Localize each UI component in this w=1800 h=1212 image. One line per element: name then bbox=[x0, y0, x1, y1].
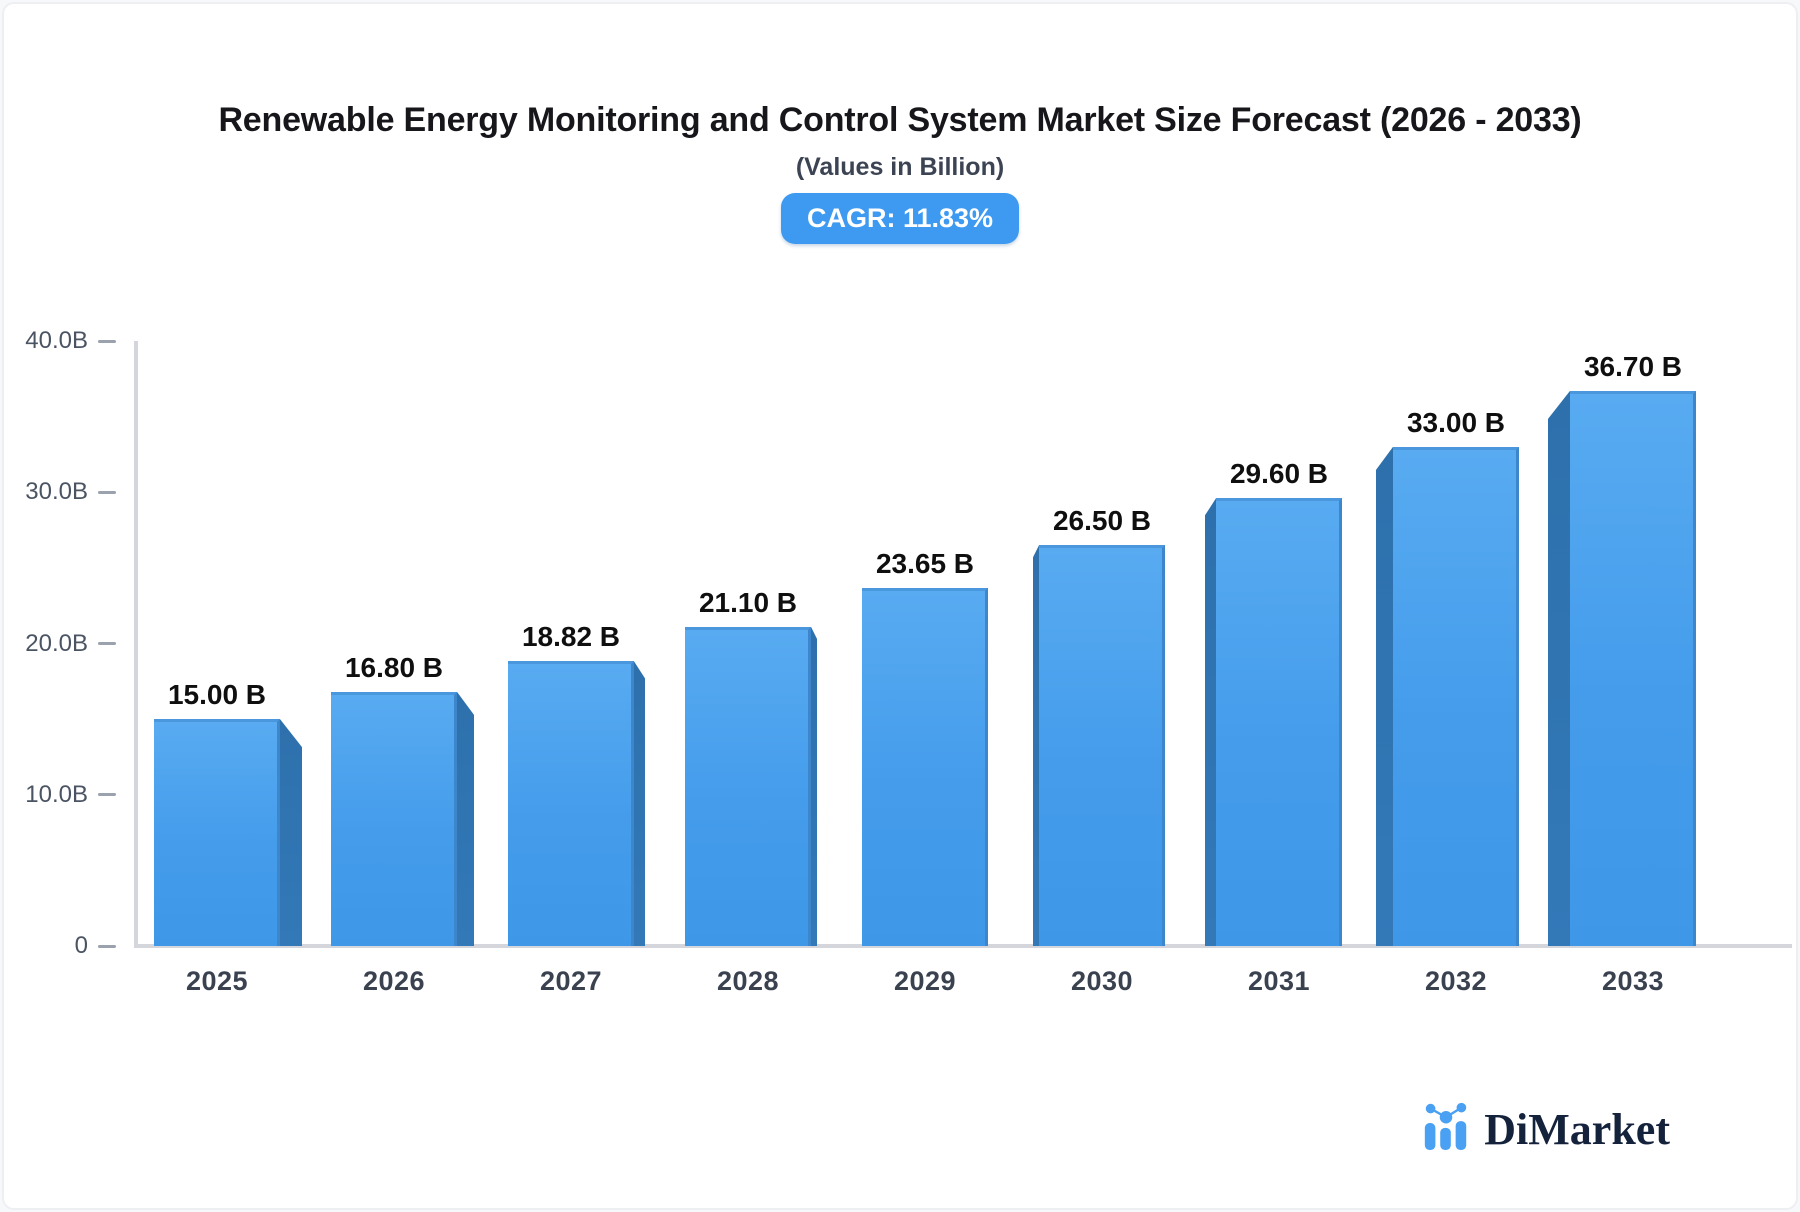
brand-name: DiMarket bbox=[1484, 1105, 1670, 1154]
x-tick-label-2029: 2029 bbox=[893, 966, 957, 996]
bar-value-label: 18.82 B bbox=[521, 621, 621, 653]
x-axis-line bbox=[134, 944, 1792, 948]
y-tick-label: 0 bbox=[74, 932, 88, 959]
y-tick-dash bbox=[98, 944, 116, 948]
bar-2026 bbox=[331, 691, 457, 946]
bar-chart: 40.0B 30.0B 20.0B 10.0B 0 15.00 B 2025 16.80 B 2… bbox=[4, 4, 1796, 1208]
bar-2029 bbox=[862, 588, 988, 946]
bar-value-label: 36.70 B bbox=[1583, 350, 1683, 382]
bar-side-face bbox=[280, 719, 302, 946]
y-tick-dash bbox=[98, 490, 116, 494]
bar-value-label: 26.50 B bbox=[1052, 505, 1152, 537]
bar-side-face bbox=[1033, 545, 1039, 946]
bar-2028 bbox=[685, 626, 811, 946]
y-tick-dash bbox=[98, 339, 116, 343]
bar-value-label: 33.00 B bbox=[1406, 406, 1506, 438]
y-tick-label: 40.0B bbox=[25, 327, 88, 354]
chart-header: Renewable Energy Monitoring and Control … bbox=[4, 96, 1796, 245]
x-tick-label-2028: 2028 bbox=[716, 966, 780, 996]
bar-side-face bbox=[1205, 498, 1216, 946]
x-tick-label-2033: 2033 bbox=[1601, 966, 1665, 996]
bar-side-face bbox=[1548, 390, 1570, 946]
bar-value-label: 23.65 B bbox=[875, 548, 975, 580]
bar-2030 bbox=[1039, 545, 1165, 946]
bar-2033 bbox=[1570, 390, 1696, 946]
bar-value-label: 21.10 B bbox=[698, 586, 798, 618]
y-tick-label: 10.0B bbox=[25, 780, 88, 808]
x-tick-label-2027: 2027 bbox=[539, 966, 603, 996]
cagr-badge: CAGR: 11.83% bbox=[780, 193, 1020, 245]
x-tick-label-2025: 2025 bbox=[185, 966, 249, 996]
y-tick-label: 20.0B bbox=[25, 629, 88, 657]
bar-side-face bbox=[811, 626, 817, 946]
bar-value-label: 16.80 B bbox=[344, 651, 444, 683]
bar-2032 bbox=[1393, 446, 1519, 946]
bar-side-face bbox=[1376, 446, 1393, 946]
chart-title: Renewable Energy Monitoring and Control … bbox=[218, 101, 1582, 139]
bar-side-face bbox=[634, 661, 645, 946]
bar-value-label: 15.00 B bbox=[167, 679, 267, 711]
x-tick-label-2026: 2026 bbox=[362, 966, 426, 996]
y-tick-dash bbox=[98, 793, 116, 797]
bar-side-face bbox=[457, 691, 474, 946]
bar-2031 bbox=[1216, 498, 1342, 946]
y-tick-dash bbox=[98, 642, 116, 645]
bar-value-label: 29.60 B bbox=[1229, 458, 1329, 490]
brand-logo: DiMarket bbox=[1420, 1096, 1670, 1152]
y-tick-label: 30.0B bbox=[25, 478, 88, 506]
bar-2025 bbox=[154, 719, 280, 946]
x-tick-label-2030: 2030 bbox=[1070, 966, 1134, 996]
x-tick-label-2032: 2032 bbox=[1424, 966, 1488, 996]
bar-2027 bbox=[508, 661, 634, 946]
y-axis-line bbox=[134, 341, 138, 948]
chart-subtitle: (Values in Billion) bbox=[795, 153, 1005, 182]
x-tick-label-2031: 2031 bbox=[1247, 966, 1311, 996]
bar-chart-logo-icon bbox=[1425, 1102, 1467, 1150]
